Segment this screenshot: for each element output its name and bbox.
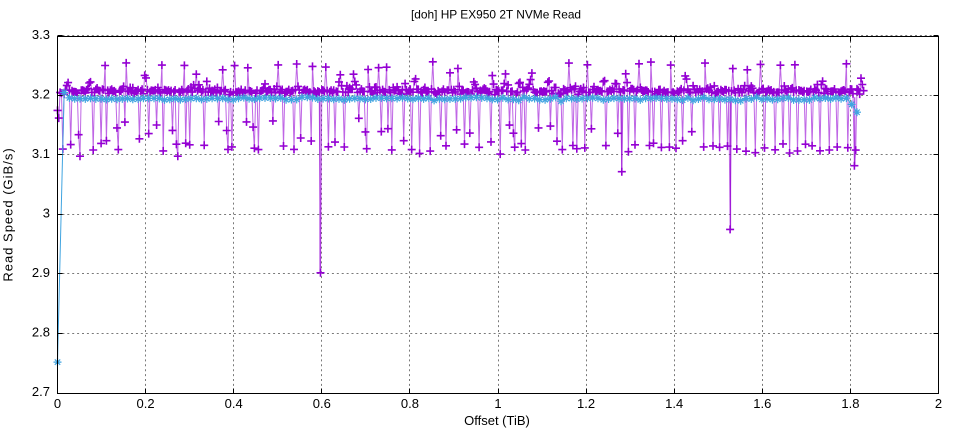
svg-text:1.6: 1.6: [753, 396, 771, 411]
svg-text:3.1: 3.1: [32, 146, 50, 161]
svg-text:3.2: 3.2: [32, 87, 50, 102]
svg-text:2: 2: [935, 396, 942, 411]
svg-text:0.2: 0.2: [137, 396, 155, 411]
svg-text:1.2: 1.2: [577, 396, 595, 411]
svg-text:Offset (TiB): Offset (TiB): [464, 413, 530, 428]
svg-text:0.8: 0.8: [401, 396, 419, 411]
svg-text:1.4: 1.4: [665, 396, 683, 411]
svg-text:2.7: 2.7: [32, 384, 50, 399]
svg-text:2.9: 2.9: [32, 265, 50, 280]
svg-text:[doh] HP EX950 2T NVMe Read: [doh] HP EX950 2T NVMe Read: [411, 8, 581, 22]
svg-text:0.6: 0.6: [313, 396, 331, 411]
svg-text:2.8: 2.8: [32, 325, 50, 340]
svg-text:1.8: 1.8: [841, 396, 859, 411]
svg-text:0.4: 0.4: [225, 396, 243, 411]
svg-text:1: 1: [494, 396, 501, 411]
svg-text:0: 0: [54, 396, 61, 411]
svg-text:Read Speed (GiB/s): Read Speed (GiB/s): [1, 147, 16, 281]
svg-text:3.3: 3.3: [32, 27, 50, 42]
svg-text:3: 3: [43, 206, 50, 221]
